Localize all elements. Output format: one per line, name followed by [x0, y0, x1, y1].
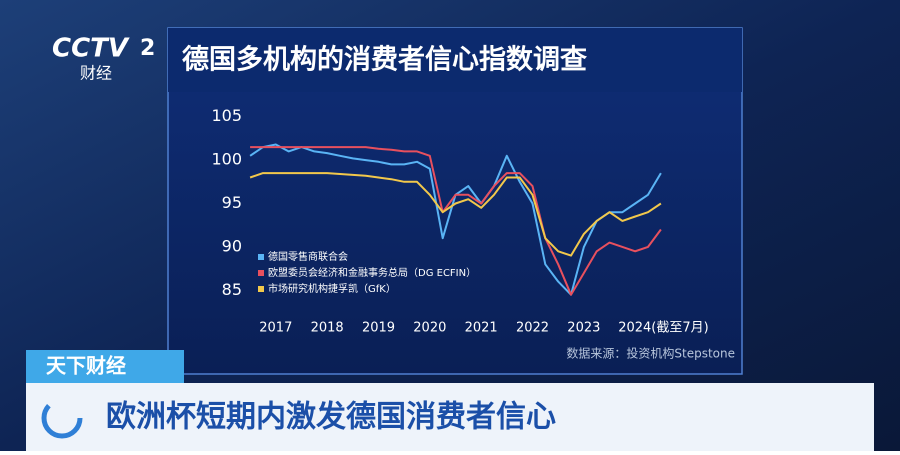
x-tick-label: 2019	[362, 321, 395, 336]
legend-swatch	[258, 286, 264, 292]
title-box	[168, 28, 742, 92]
channel-name: 财经	[80, 64, 112, 83]
y-tick-label: 90	[222, 236, 242, 255]
y-tick-label: 85	[222, 280, 242, 299]
x-tick-label: 2018	[311, 321, 344, 336]
headline-bar	[26, 383, 874, 451]
y-tick-label: 95	[222, 193, 242, 212]
x-tick-label: 2017	[259, 321, 292, 336]
program-name: 天下财经	[46, 354, 126, 378]
series-line	[250, 146, 662, 296]
headline: 欧洲杯短期内激发德国消费者信心	[106, 400, 556, 435]
legend-label: 市场研究机构捷孚凯（GfK）	[268, 282, 396, 295]
y-tick-label: 105	[211, 106, 242, 125]
legend-label: 欧盟委员会经济和金融事务总局（DG ECFIN）	[268, 266, 476, 279]
chart-title: 德国多机构的消费者信心指数调查	[182, 44, 587, 76]
legend-swatch	[258, 270, 264, 276]
x-tick-label: 2022	[516, 321, 549, 336]
source-note: 数据来源：投资机构Stepstone	[566, 346, 735, 361]
y-tick-label: 100	[211, 150, 242, 169]
program-tag	[26, 350, 184, 383]
channel-logo: CCTV	[52, 34, 130, 64]
x-tick-label: 2021	[465, 321, 498, 336]
series-line	[249, 172, 662, 257]
channel-number: 2	[140, 36, 155, 61]
legend-swatch	[258, 254, 264, 260]
x-tick-label: 2020	[413, 321, 446, 336]
legend-label: 德国零售商联合会	[268, 250, 348, 263]
x-tick-label: 2024(截至7月)	[618, 321, 709, 336]
x-tick-label: 2023	[567, 321, 600, 336]
plot: 85 90 95 100 105 2017 2018 2019 2020 2021 2022 2023…	[211, 106, 708, 335]
headline-icon	[41, 397, 83, 439]
